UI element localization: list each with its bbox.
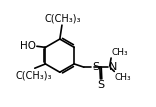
Text: HO: HO [20,41,36,51]
Text: S: S [92,62,99,72]
Text: CH₃: CH₃ [111,48,128,57]
Text: S: S [98,80,105,90]
Text: CH₃: CH₃ [115,73,131,82]
Text: N: N [109,62,117,72]
Text: C(CH₃)₃: C(CH₃)₃ [16,70,52,80]
Text: C(CH₃)₃: C(CH₃)₃ [44,13,81,23]
